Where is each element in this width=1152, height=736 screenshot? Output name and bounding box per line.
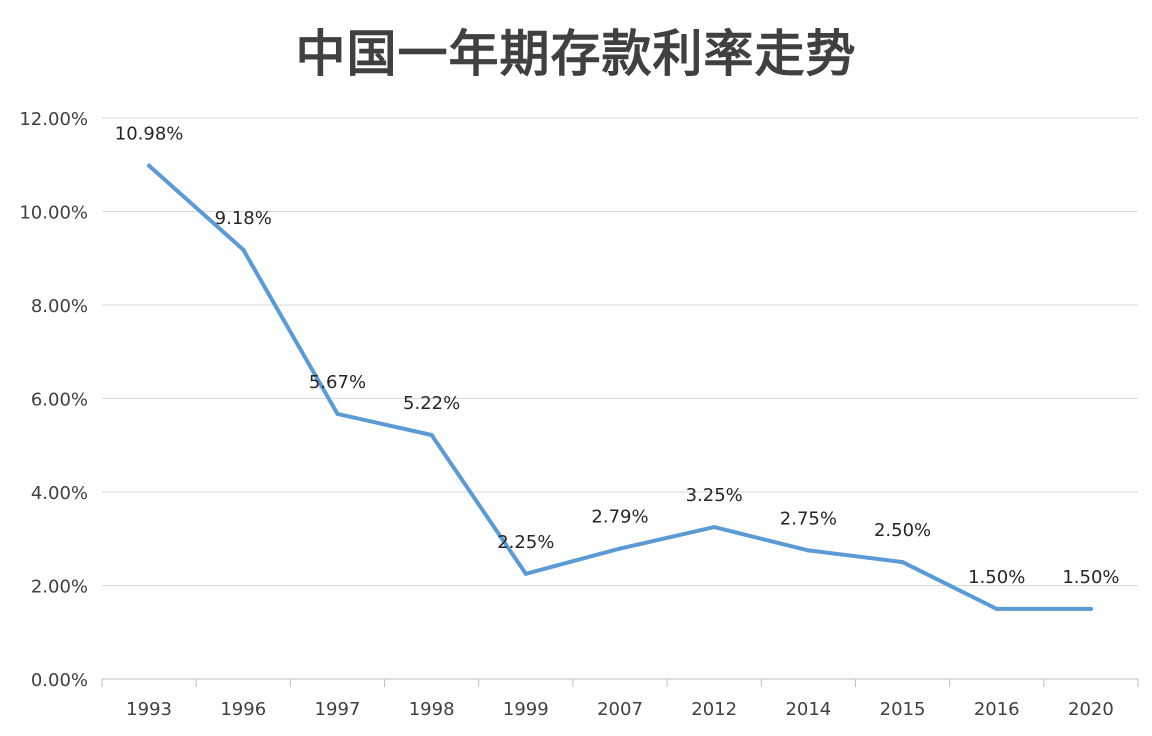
data-label: 9.18% <box>215 208 272 229</box>
x-tick-label: 1999 <box>503 699 549 720</box>
data-point <box>712 525 717 530</box>
data-point <box>523 571 528 576</box>
y-axis-tick-labels: 0.00% 2.00% 4.00% 6.00% 8.00% 10.00% 12.00% <box>19 109 88 691</box>
data-label: 5.67% <box>309 372 366 393</box>
y-tick-label: 12.00% <box>19 109 88 130</box>
data-point <box>147 163 152 168</box>
x-tick-label: 2016 <box>974 699 1020 720</box>
x-tick-label: 2015 <box>880 699 926 720</box>
data-label: 1.50% <box>968 567 1025 588</box>
y-tick-label: 0.00% <box>31 670 88 691</box>
data-label: 2.25% <box>497 532 554 553</box>
x-axis-tick-labels: 1993 1996 1997 1998 1999 2007 2012 2014 2015 2016… <box>126 699 1114 720</box>
y-tick-label: 6.00% <box>31 390 88 411</box>
data-labels: 10.98% 9.18% 5.67% 5.22% 2.25% 2.79% 3.25% 2.75… <box>115 124 1120 588</box>
data-point <box>335 411 340 416</box>
data-point <box>241 247 246 252</box>
series-line-deposit-rate <box>147 163 1093 611</box>
data-label: 10.98% <box>115 124 184 145</box>
data-label: 2.50% <box>874 520 931 541</box>
data-point <box>900 560 905 565</box>
x-tick-label: 2020 <box>1068 699 1114 720</box>
y-tick-label: 4.00% <box>31 483 88 504</box>
data-point <box>1088 606 1093 611</box>
x-tick-label: 2014 <box>785 699 831 720</box>
x-tick-label: 2007 <box>597 699 643 720</box>
x-tick-label: 1998 <box>409 699 455 720</box>
x-tick-label: 2012 <box>691 699 737 720</box>
y-tick-label: 2.00% <box>31 577 88 598</box>
data-label: 3.25% <box>686 485 743 506</box>
x-tick-label: 1996 <box>220 699 266 720</box>
x-tick-label: 1997 <box>315 699 361 720</box>
data-label: 2.75% <box>780 508 837 529</box>
data-label: 2.79% <box>591 507 648 528</box>
data-point <box>806 548 811 553</box>
data-point <box>994 606 999 611</box>
x-tick-label: 1993 <box>126 699 172 720</box>
data-label: 1.50% <box>1062 567 1119 588</box>
data-point <box>618 546 622 551</box>
data-point <box>429 432 434 437</box>
series-line <box>147 163 1093 611</box>
x-axis <box>101 678 1139 687</box>
chart-title: 中国一年期存款利率走势 <box>295 25 857 83</box>
y-tick-label: 10.00% <box>19 203 88 224</box>
y-tick-label: 8.00% <box>31 296 88 317</box>
data-label: 5.22% <box>403 393 460 414</box>
